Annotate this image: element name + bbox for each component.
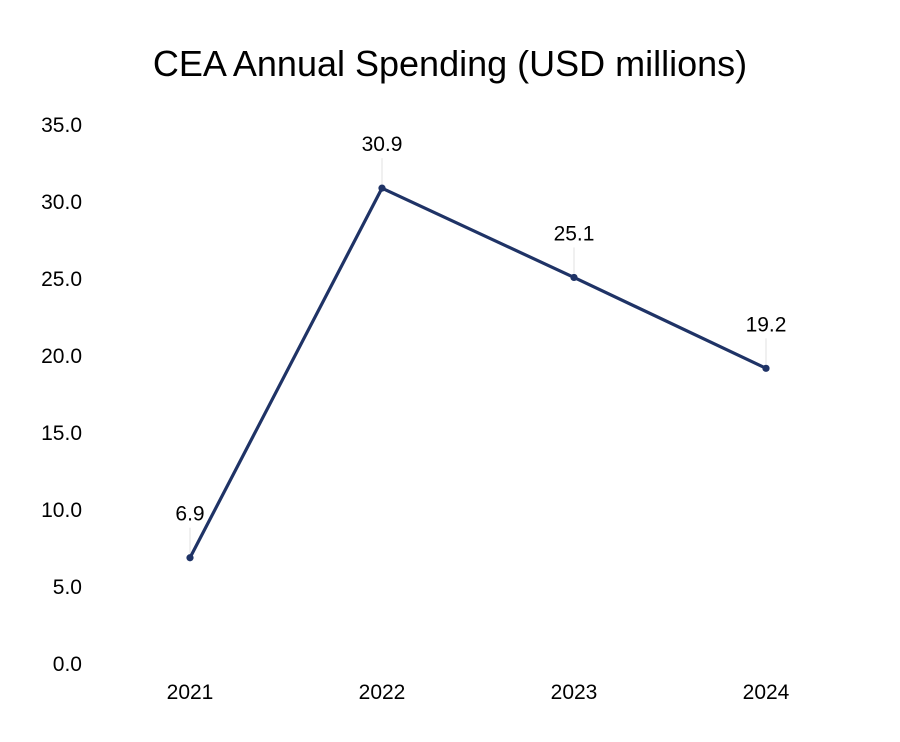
x-axis: 2021 2022 2023 2024	[167, 681, 790, 704]
x-tick-label: 2022	[359, 681, 406, 704]
y-axis: 0.0 5.0 10.0 15.0 20.0 25.0 30.0 35.0	[41, 114, 82, 676]
y-tick-label: 20.0	[41, 345, 82, 368]
x-tick-label: 2023	[551, 681, 598, 704]
data-label: 30.9	[362, 133, 403, 156]
data-point	[186, 554, 194, 562]
data-point	[762, 364, 770, 372]
y-tick-label: 35.0	[41, 114, 82, 137]
data-labels: 6.9 30.9 25.1 19.2	[175, 133, 786, 526]
y-tick-label: 25.0	[41, 268, 82, 291]
chart-title: CEA Annual Spending (USD millions)	[153, 43, 747, 84]
data-point	[378, 184, 386, 192]
data-label: 6.9	[175, 503, 204, 526]
y-tick-label: 0.0	[53, 653, 82, 676]
data-label-leaders	[189, 158, 767, 554]
y-tick-label: 10.0	[41, 499, 82, 522]
x-tick-label: 2021	[167, 681, 214, 704]
y-tick-label: 30.0	[41, 191, 82, 214]
data-point	[570, 273, 578, 282]
series-line	[188, 186, 768, 560]
data-label: 25.1	[554, 222, 595, 245]
y-tick-label: 15.0	[41, 422, 82, 445]
x-tick-label: 2024	[743, 681, 790, 704]
data-label: 19.2	[746, 313, 787, 336]
series-group	[186, 184, 770, 562]
y-tick-label: 5.0	[53, 576, 82, 599]
